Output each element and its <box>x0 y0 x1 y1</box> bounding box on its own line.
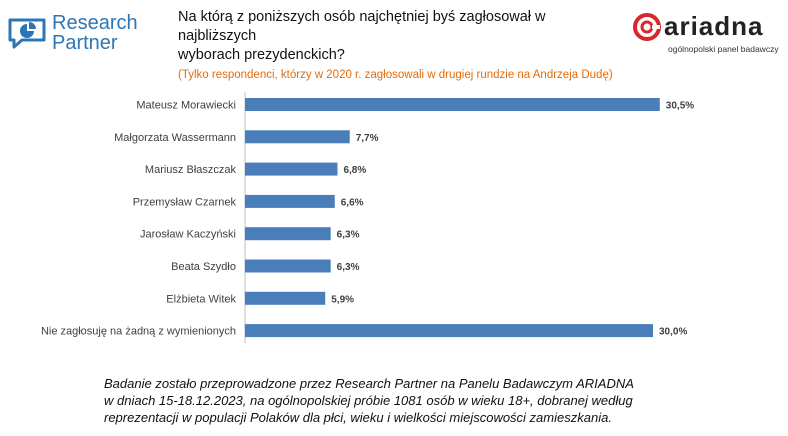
data-label: 7,7% <box>356 133 379 144</box>
data-label: 6,3% <box>337 230 360 241</box>
question-block: Na którą z poniższych osób najchętniej b… <box>178 8 618 83</box>
data-label: 30,0% <box>659 327 687 338</box>
category-label: Mariusz Błaszczak <box>145 164 237 176</box>
question-title-line-2: wyborach prezydenckich? <box>178 47 345 63</box>
data-label: 5,9% <box>331 294 354 305</box>
bar <box>245 162 338 176</box>
data-label: 6,6% <box>341 197 364 208</box>
speech-bubble-chart-icon <box>8 18 46 49</box>
ariadna-wordmark: ariadna <box>664 11 764 41</box>
category-label: Mateusz Morawiecki <box>136 100 236 112</box>
bar <box>245 130 350 144</box>
methodology-line-1: Badanie zostało przeprowadzone przez Res… <box>104 376 634 391</box>
category-label: Elżbieta Witek <box>166 293 236 305</box>
bars-layer: Mateusz Morawiecki 30,5% Małgorzata Wasser… <box>41 92 694 344</box>
methodology-note: Badanie zostało przeprowadzone przez Res… <box>104 375 744 426</box>
logo-text-line-2: Partner <box>52 32 118 54</box>
question-title: Na którą z poniższych osób najchętniej b… <box>178 8 618 65</box>
category-label: Beata Szydło <box>171 261 236 273</box>
research-partner-logo: Research Partner <box>6 12 146 54</box>
question-subtitle: (Tylko respondenci, którzy w 2020 r. zag… <box>178 69 613 81</box>
methodology-line-3: reprezentacji w populacji Polaków dla pł… <box>104 410 612 425</box>
ariadna-tagline: ogólnopolski panel badawczy <box>668 44 779 54</box>
bar <box>245 98 660 111</box>
logo-text-line-1: Research <box>52 12 138 34</box>
category-label: Jarosław Kaczyński <box>140 229 236 241</box>
bar <box>245 259 331 273</box>
bar <box>245 194 335 208</box>
question-title-line-1: Na którą z poniższych osób najchętniej b… <box>178 9 546 44</box>
data-label: 6,3% <box>337 262 360 273</box>
ariadna-logo: ariadna ogólnopolski panel badawczy <box>632 11 784 60</box>
methodology-line-2: w dniach 15-18.12.2023, na ogólnopolskie… <box>104 393 633 408</box>
category-label: Małgorzata Wassermann <box>114 132 236 144</box>
bar <box>245 227 331 241</box>
data-label: 30,5% <box>666 101 694 112</box>
category-label: Nie zagłosuję na żadną z wymienionych <box>41 326 236 338</box>
bar-chart: Mateusz Morawiecki 30,5% Małgorzata Wasser… <box>41 92 694 344</box>
bar <box>245 324 653 338</box>
ariadna-spiral-icon <box>633 13 661 41</box>
category-label: Przemysław Czarnek <box>133 196 237 208</box>
data-label: 6,8% <box>343 165 366 176</box>
bar <box>245 291 326 305</box>
